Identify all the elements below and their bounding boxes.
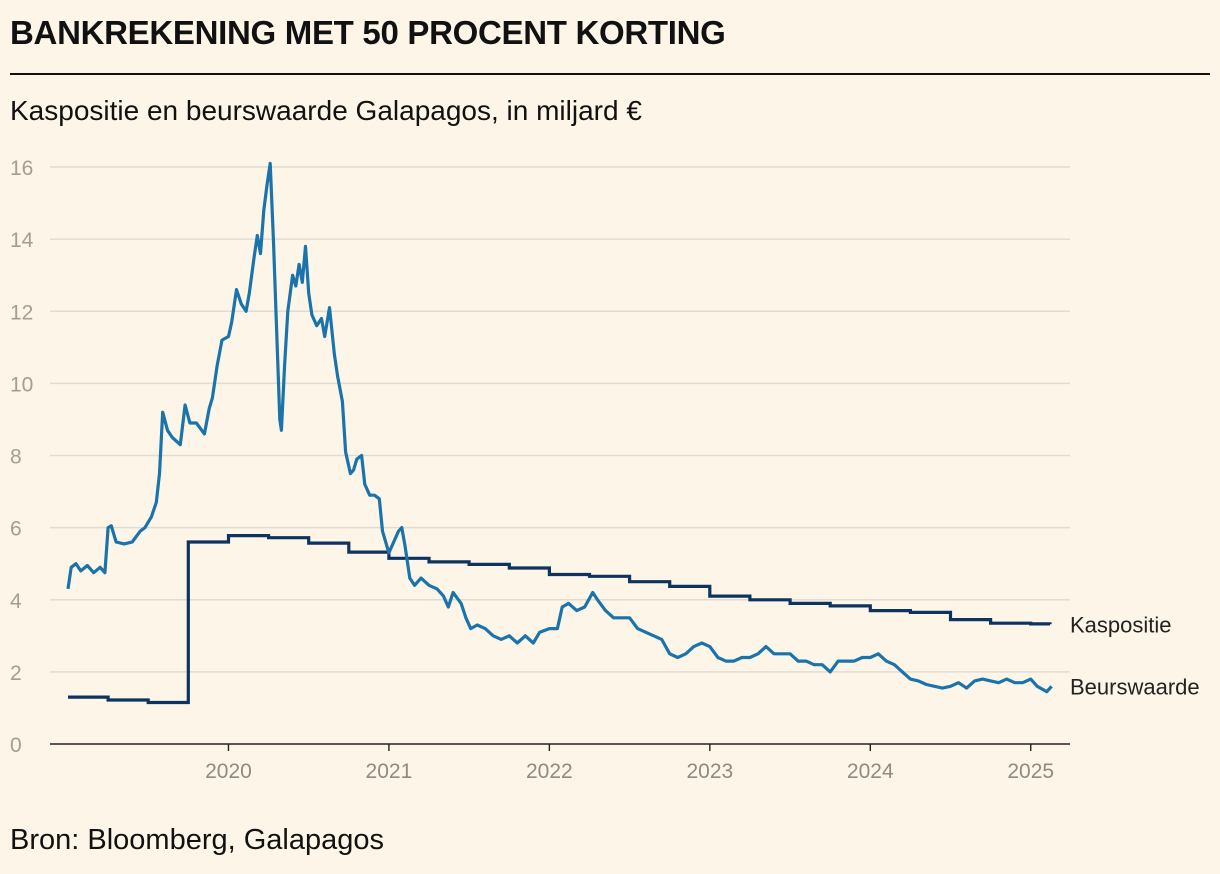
- source-note: Bron: Bloomberg, Galapagos: [10, 824, 384, 856]
- y-tick-label: 6: [10, 518, 22, 541]
- y-tick-label: 16: [10, 157, 33, 180]
- x-tick-label: 2021: [366, 760, 413, 783]
- y-tick-label: 14: [10, 229, 34, 252]
- chart-subtitle: Kaspositie en beurswaarde Galapagos, in …: [10, 95, 642, 126]
- x-tick-label: 2025: [1007, 760, 1054, 783]
- title-divider: [10, 73, 1210, 75]
- y-tick-label: 12: [10, 301, 33, 324]
- series-line-beurswaarde: [66, 161, 1053, 694]
- series-label-kaspositie: Kaspositie: [1070, 612, 1172, 637]
- grid-lines: [50, 166, 1070, 673]
- series-label-beurswaarde: Beurswaarde: [1070, 674, 1200, 699]
- x-axis-ticks: 2020 2021 2022 2023 2024 2025: [205, 744, 1054, 783]
- y-tick-label: 10: [10, 373, 33, 396]
- y-tick-label: 4: [10, 590, 22, 613]
- x-tick-label: 2020: [205, 760, 252, 783]
- series-line-kaspositie: [68, 534, 1052, 705]
- y-tick-label: 0: [10, 734, 22, 757]
- y-tick-label: 8: [10, 446, 22, 469]
- y-tick-label: 2: [10, 662, 22, 685]
- x-tick-label: 2023: [686, 760, 733, 783]
- x-tick-label: 2022: [526, 760, 573, 783]
- chart-title: BANKREKENING MET 50 PROCENT KORTING: [10, 14, 726, 51]
- y-axis-ticks: 0 2 4 6 8 10 12 14 16: [10, 157, 34, 757]
- x-tick-label: 2024: [847, 760, 894, 783]
